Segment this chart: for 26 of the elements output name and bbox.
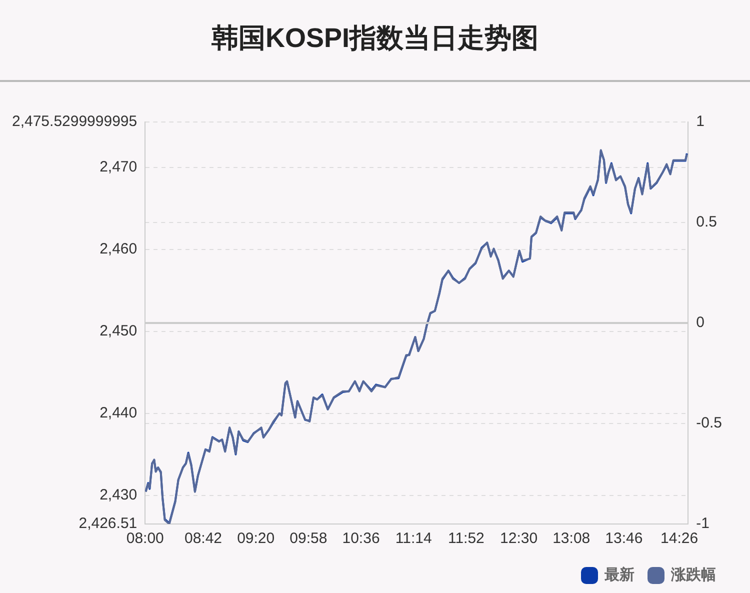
y-tick-label: 2,450 [100, 322, 138, 340]
y2-tick-label: 1 [696, 113, 704, 130]
x-tick-label: 12:30 [500, 530, 538, 548]
y2-tick-label: -0.5 [696, 414, 722, 432]
x-tick-label: 08:00 [126, 530, 164, 548]
y2-tick-label: 0 [696, 314, 704, 332]
x-tick-label: 09:58 [290, 530, 328, 548]
legend-label: 涨跌幅 [670, 566, 716, 584]
y-tick-label: 2,460 [100, 240, 138, 258]
x-tick-label: 11:52 [448, 530, 484, 548]
y-tick-label: 2,470 [100, 158, 138, 176]
y2-tick-label: 0.5 [696, 214, 718, 231]
x-tick-label: 14:26 [660, 530, 698, 548]
y2-tick-label: -1 [696, 515, 710, 532]
legend-label: 最新 [604, 566, 634, 584]
y-tick-label: 2,426.51 [78, 515, 138, 532]
x-tick-label: 10:36 [342, 530, 380, 548]
x-tick-label: 13:08 [552, 530, 590, 548]
y-tick-label: 2,440 [100, 404, 138, 422]
y-tick-label: 2,430 [100, 486, 138, 504]
y-tick-label: 2,475.5299999995 [12, 113, 138, 130]
x-tick-label: 13:46 [605, 530, 643, 548]
x-tick-label: 08:42 [184, 530, 222, 548]
x-tick-label: 09:20 [237, 530, 275, 548]
x-tick-label: 11:14 [395, 530, 432, 548]
chart-title: 韩国KOSPI指数当日走势图 [0, 0, 750, 82]
